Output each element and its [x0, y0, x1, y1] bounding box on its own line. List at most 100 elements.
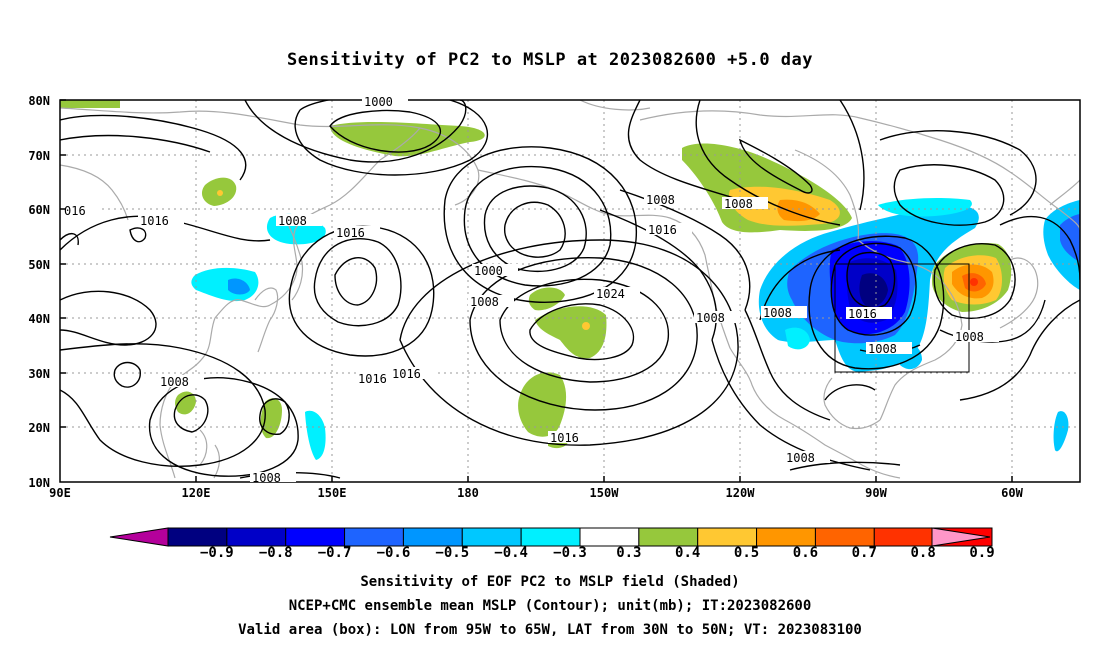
contour [244, 100, 467, 163]
contour-label: 1016 [358, 372, 387, 386]
colorbar-swatch [638, 527, 699, 547]
contour [60, 134, 211, 153]
contour [334, 257, 378, 306]
lat-tick-label: 30N [28, 367, 50, 381]
colorbar-label: 0.5 [734, 545, 759, 561]
valid-area-box [834, 263, 970, 373]
contour-label: 1008 [252, 471, 281, 485]
colorbar-low-triangle [109, 527, 169, 547]
contour [738, 138, 813, 194]
caption-line-1: Sensitivity of EOF PC2 to MSLP field (Sh… [360, 574, 740, 590]
coastline [477, 169, 716, 306]
contour-label: 1000 [474, 264, 503, 278]
colorbar-label: 0.3 [616, 545, 641, 561]
coastline [639, 110, 1080, 231]
contour [173, 394, 209, 433]
shade-negative [878, 197, 972, 217]
lat-tick-label: 10N [28, 476, 50, 490]
contour-label: 1016 [550, 431, 579, 445]
lon-tick-label: 90W [865, 486, 887, 500]
contour [893, 164, 1005, 226]
colorbar-swatch [756, 527, 816, 547]
colorbar-swatch [697, 527, 758, 547]
lon-tick-label: 120W [726, 486, 756, 500]
coastline [857, 239, 963, 421]
contour [846, 251, 896, 309]
contour [839, 100, 865, 211]
coastline [823, 377, 881, 430]
contour [627, 100, 741, 201]
colorbar: −0.9 −0.8 −0.7 −0.6 −0.5 −0.4 −0.3 0.3 0.4 0.5 0.6… [109, 527, 995, 561]
lon-tick-label: 120E [182, 486, 211, 500]
colorbar-label: 0.6 [793, 545, 818, 561]
contour [789, 461, 901, 471]
contour [399, 239, 739, 446]
coastline [794, 149, 860, 241]
coastline [1049, 179, 1080, 206]
shade-positive [518, 372, 567, 437]
colorbar-label: −0.6 [377, 545, 411, 561]
colorbar-swatch [520, 527, 581, 547]
shade-negative [785, 327, 810, 350]
contour [830, 242, 917, 336]
colorbar-swatch [402, 527, 463, 547]
contour [469, 257, 698, 411]
contour-label: 016 [64, 204, 86, 218]
shade-negative [305, 410, 326, 460]
caption-line-2: NCEP+CMC ensemble mean MSLP (Contour); u… [288, 598, 812, 614]
contour [60, 114, 247, 181]
colorbar-label: −0.9 [200, 545, 234, 561]
contour-label: 1008 [160, 375, 189, 389]
contour [313, 238, 402, 327]
contour-label: 1008 [955, 330, 984, 344]
lon-tick-label: 150W [590, 486, 620, 500]
contour-label: 1024 [596, 287, 625, 301]
shade-negative [191, 267, 259, 302]
contour-label: 1008 [646, 193, 675, 207]
shade-positive [260, 398, 282, 439]
coastline [284, 217, 304, 301]
contour-label: 1016 [848, 307, 877, 321]
lat-tick-label: 40N [28, 312, 50, 326]
contour [113, 361, 141, 388]
contour [60, 233, 79, 246]
colorbar-high-triangle [931, 527, 991, 547]
colorbar-swatch [873, 527, 934, 547]
contour [483, 185, 587, 273]
contour [744, 309, 831, 421]
lat-tick-label: 80N [28, 94, 50, 108]
coastline [199, 429, 220, 479]
colorbar-label: −0.7 [318, 545, 352, 561]
contour-label: 1016 [648, 223, 677, 237]
colorbar-swatch [285, 527, 346, 547]
contour [824, 384, 876, 401]
contour-label: 1008 [278, 214, 307, 228]
contour-label: 1008 [724, 197, 753, 211]
colorbar-swatch [461, 527, 522, 547]
shade-negative [859, 273, 888, 308]
colorbar-label: −0.5 [435, 545, 469, 561]
coastline [999, 257, 1039, 329]
contour-label: 1008 [696, 311, 725, 325]
shade-positive [777, 199, 820, 222]
lat-tick-label: 20N [28, 421, 50, 435]
coastline [60, 107, 480, 206]
contour [933, 243, 1016, 319]
contour [879, 130, 1037, 216]
contour [808, 235, 945, 370]
contour [499, 278, 670, 383]
colorbar-label: −0.3 [553, 545, 587, 561]
shade-positive [535, 306, 607, 359]
contour [329, 109, 442, 153]
coastline [60, 164, 129, 221]
lat-tick-label: 50N [28, 258, 50, 272]
mslp-contours [60, 100, 1080, 479]
lon-tick-label: 90E [49, 486, 71, 500]
colorbar-label: −0.4 [494, 545, 528, 561]
caption-line-3: Valid area (box): LON from 95W to 65W, L… [238, 622, 862, 638]
colorbar-label: 0.4 [675, 545, 700, 561]
contour [529, 303, 635, 361]
colorbar-swatch [579, 527, 640, 547]
contour [695, 100, 841, 226]
